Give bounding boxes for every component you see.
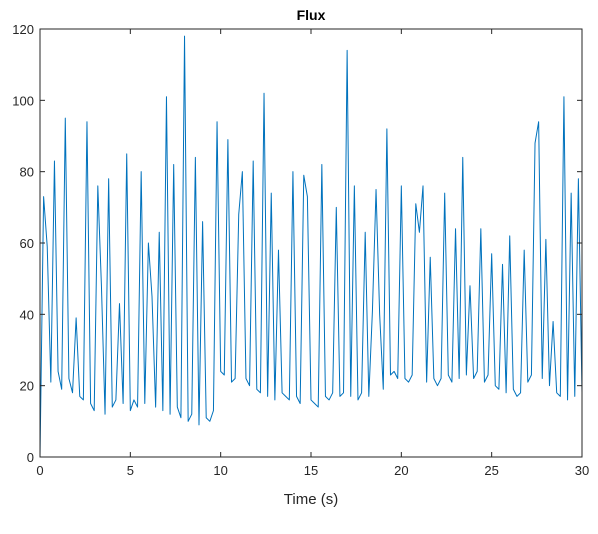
x-tick-label: 15 — [304, 463, 318, 478]
y-tick-label: 100 — [12, 93, 34, 108]
x-tick-label: 25 — [484, 463, 498, 478]
x-axis-label: Time (s) — [284, 491, 338, 508]
x-tick-label: 0 — [36, 463, 43, 478]
y-tick-label: 60 — [20, 236, 34, 251]
chart-title: Flux — [297, 7, 326, 23]
y-tick-label: 0 — [27, 450, 34, 465]
y-tick-label: 80 — [20, 165, 34, 180]
x-tick-label: 30 — [575, 463, 589, 478]
x-tick-label: 5 — [127, 463, 134, 478]
y-tick-label: 40 — [20, 307, 34, 322]
x-tick-label: 10 — [213, 463, 227, 478]
y-tick-label: 20 — [20, 379, 34, 394]
y-tick-label: 120 — [12, 22, 34, 37]
data-line — [39, 35, 583, 458]
x-tick-label: 20 — [394, 463, 408, 478]
